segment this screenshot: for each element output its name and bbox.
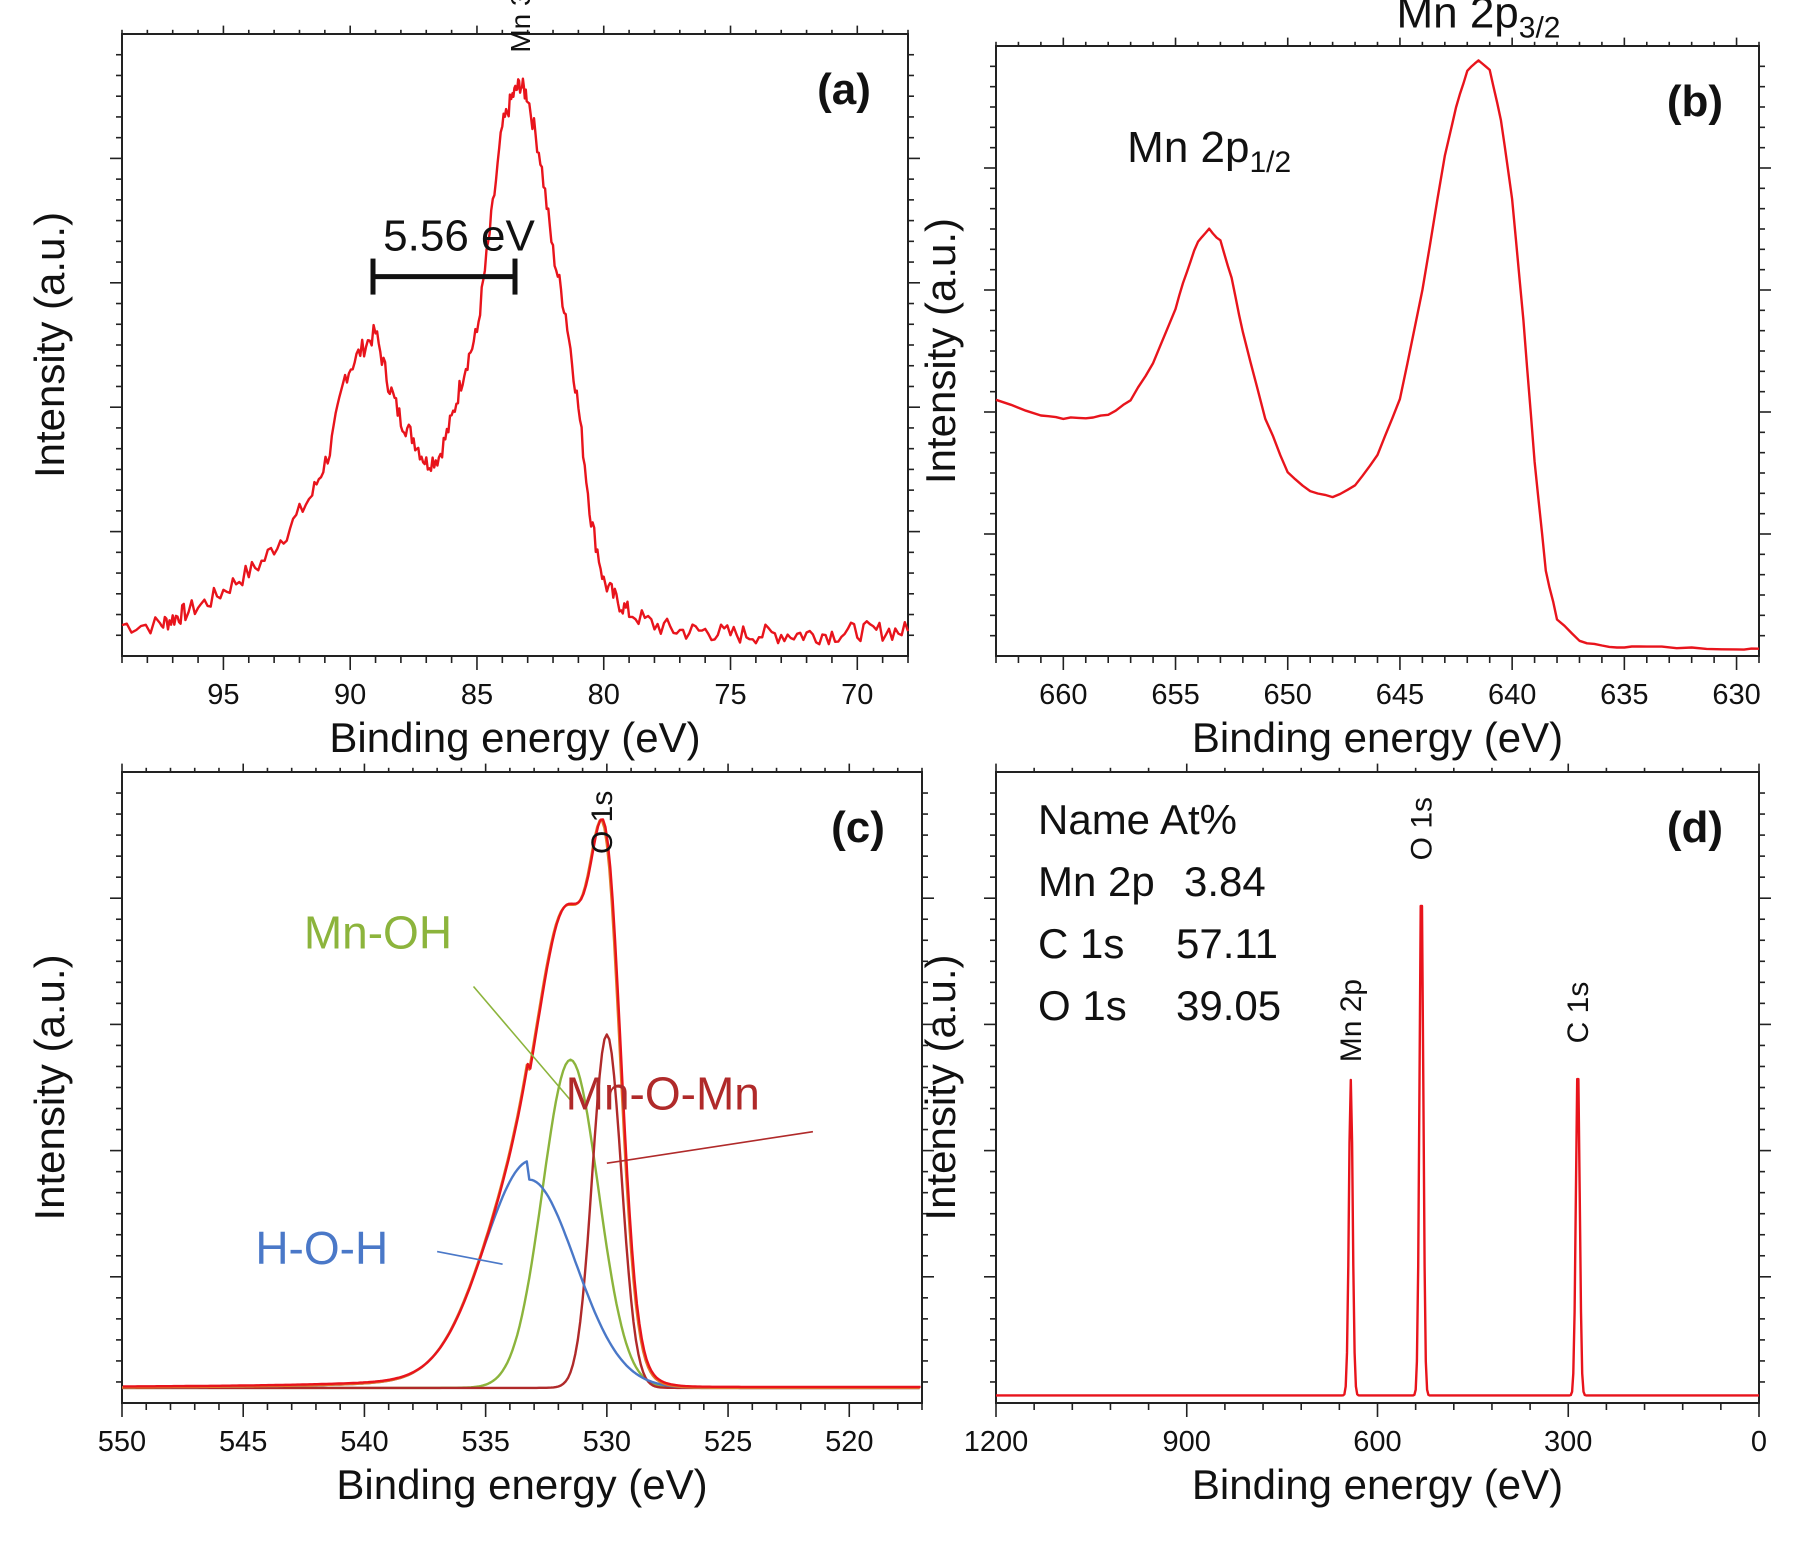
x-tick-label: 630 (1712, 679, 1760, 711)
peak-label-mn-2p: Mn 2p (1335, 979, 1368, 1062)
component-label-mn-o-mn: Mn-O-Mn (566, 1068, 760, 1120)
x-tick-label: 1200 (964, 1426, 1029, 1458)
y-axis-label: Intensity (a.u.) (917, 954, 964, 1220)
composition-table-row: Mn 2p 3.84 (1038, 858, 1266, 905)
composition-table-row: O 1s 39.05 (1038, 982, 1281, 1029)
spectrum-line (123, 818, 921, 1389)
leader-line (472, 986, 572, 1101)
x-tick-label: 520 (825, 1426, 873, 1458)
panel-label: (b) (1667, 77, 1723, 126)
x-tick-label: 900 (1163, 1426, 1211, 1458)
peak-label-base: Mn 2p (1127, 123, 1249, 172)
x-tick-label: 550 (98, 1426, 146, 1458)
y-axis-label: Intensity (a.u.) (26, 212, 73, 478)
panel-label: (a) (817, 65, 871, 114)
x-tick-label: 540 (340, 1426, 388, 1458)
composition-table-row: C 1s 57.11 (1038, 920, 1278, 967)
x-tick-label: 90 (334, 679, 366, 711)
component-label-mn-oh: Mn-OH (304, 907, 452, 959)
x-tick-label: 75 (714, 679, 746, 711)
cell-element: C 1s (1038, 920, 1124, 967)
panel-c: 550 545 540 535 530 525 520 Binding energy (eV)… (26, 763, 934, 1508)
x-tick-label: 85 (461, 679, 493, 711)
panel-b: 660 655 650 645 640 635 630 Binding energy (eV)… (917, 0, 1771, 761)
x-tick-label: 660 (1039, 679, 1087, 711)
peak-label-mn-2p-3-2: Mn 2p3/2 (1396, 0, 1560, 45)
panel-a: 95 90 85 80 75 70 Binding energy (eV) Intensity… (26, 0, 920, 761)
x-tick-label: 600 (1353, 1426, 1401, 1458)
y-axis-label: Intensity (a.u.) (917, 218, 964, 484)
cell-element: O 1s (1038, 982, 1127, 1029)
x-tick-label: 300 (1544, 1426, 1592, 1458)
peak-label-o-1s: O 1s (1405, 797, 1438, 860)
x-tick-label: 535 (461, 1426, 509, 1458)
x-tick-label: 640 (1488, 679, 1536, 711)
y-axis-label: Intensity (a.u.) (26, 954, 73, 1220)
splitting-label: 5.56 eV (383, 212, 535, 261)
peak-label-o-1s: O 1s (586, 791, 619, 854)
panel-label: (c) (831, 803, 885, 852)
x-tick-label: 645 (1376, 679, 1424, 711)
spectrum-line (996, 904, 1759, 1397)
cell-at-percent: 57.11 (1176, 920, 1278, 967)
x-axis-label: Binding energy (eV) (336, 1461, 707, 1508)
peak-label-subscript: 1/2 (1249, 146, 1291, 179)
panel-d: 1200 900 600 300 0 Binding energy (eV) Intensi… (917, 763, 1771, 1508)
x-tick-label: 530 (583, 1426, 631, 1458)
x-tick-label: 635 (1600, 679, 1648, 711)
x-tick-label: 650 (1264, 679, 1312, 711)
header-name: Name (1038, 796, 1150, 843)
leader-line (437, 1250, 503, 1265)
x-tick-label: 525 (704, 1426, 752, 1458)
x-tick-label: 545 (219, 1426, 267, 1458)
peak-label-c-1s: C 1s (1562, 982, 1595, 1044)
x-tick-label: 80 (588, 679, 620, 711)
component-label-h-o-h: H-O-H (255, 1222, 388, 1274)
x-axis-label: Binding energy (eV) (1192, 1461, 1563, 1508)
peak-label-base: Mn 2p (1396, 0, 1518, 38)
peak-label-subscript: 3/2 (1519, 12, 1561, 45)
leader-line (606, 1130, 814, 1165)
cell-at-percent: 39.05 (1176, 982, 1281, 1029)
header-at-percent: At% (1160, 796, 1237, 843)
spectrum-line (121, 77, 910, 646)
peak-label-mn-2p-1-2: Mn 2p1/2 (1127, 123, 1291, 179)
x-tick-label: 655 (1151, 679, 1199, 711)
x-tick-label: 70 (841, 679, 873, 711)
x-tick-label: 0 (1751, 1426, 1767, 1458)
peak-label-mn-3s: Mn 3s (505, 0, 536, 53)
x-axis-label: Binding energy (eV) (1192, 714, 1563, 761)
panel-label: (d) (1667, 803, 1723, 852)
cell-at-percent: 3.84 (1184, 858, 1266, 905)
x-axis-label: Binding energy (eV) (329, 714, 700, 761)
composition-table-header: Name At% (1038, 796, 1237, 843)
spectrum-line (995, 59, 1760, 651)
cell-element: Mn 2p (1038, 858, 1155, 905)
x-tick-label: 95 (207, 679, 239, 711)
